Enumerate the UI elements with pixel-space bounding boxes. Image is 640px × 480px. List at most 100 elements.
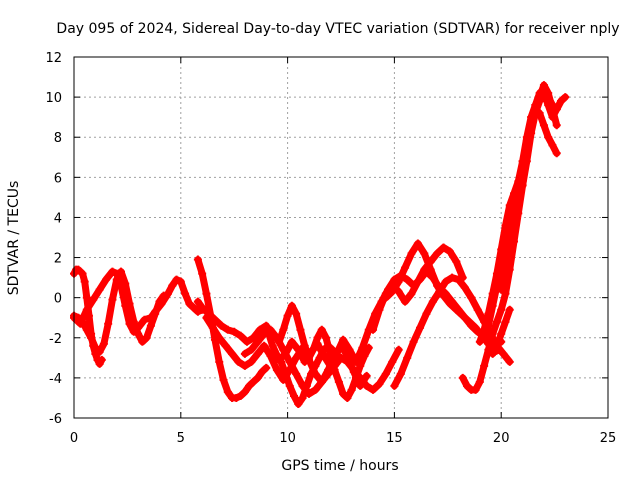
data-point	[420, 249, 429, 258]
data-point	[561, 93, 570, 102]
data-point	[360, 351, 369, 360]
data-point	[362, 381, 371, 390]
data-point	[492, 341, 501, 350]
y-tick-label: 8	[54, 131, 62, 146]
data-point	[78, 269, 87, 278]
data-point	[471, 385, 480, 394]
data-point	[266, 351, 275, 360]
data-point	[230, 327, 239, 336]
data-point	[471, 323, 480, 332]
data-point	[108, 295, 117, 304]
data-point	[97, 355, 106, 364]
data-point	[356, 361, 365, 370]
data-point	[337, 341, 345, 350]
data-point	[287, 337, 296, 346]
data-point	[422, 309, 431, 318]
data-point	[539, 81, 548, 90]
data-point	[396, 369, 405, 378]
data-point	[501, 317, 510, 326]
data-point	[394, 277, 403, 286]
data-point	[428, 297, 437, 306]
data-point	[287, 301, 296, 310]
data-point	[552, 121, 561, 130]
data-point	[240, 387, 249, 396]
data-point	[435, 287, 444, 296]
data-point	[108, 267, 117, 276]
data-point	[369, 385, 378, 394]
data-point	[189, 303, 198, 312]
data-point	[317, 325, 326, 334]
data-point	[322, 333, 331, 342]
data-point	[116, 267, 125, 276]
data-point	[285, 381, 294, 390]
data-point	[172, 275, 181, 284]
data-point	[307, 369, 316, 378]
series-line	[369, 244, 467, 334]
data-point	[249, 377, 258, 386]
data-point	[475, 337, 484, 346]
data-point	[294, 399, 303, 408]
data-point	[413, 239, 422, 248]
data-point	[134, 329, 143, 338]
data-point	[260, 341, 269, 350]
data-point	[394, 345, 403, 354]
data-point	[219, 375, 228, 384]
data-point	[138, 337, 147, 346]
data-point	[112, 275, 121, 284]
data-point	[285, 357, 294, 366]
data-point	[518, 181, 527, 190]
data-point	[292, 353, 301, 362]
data-point	[140, 315, 149, 324]
data-point	[452, 305, 461, 314]
data-point	[454, 275, 463, 284]
data-point	[337, 353, 345, 362]
data-point	[328, 345, 337, 354]
data-point	[146, 321, 155, 330]
data-point	[544, 133, 553, 142]
data-point	[193, 307, 202, 316]
y-tick-label: -6	[49, 412, 62, 427]
data-series	[70, 81, 570, 408]
data-point	[298, 393, 307, 402]
data-point	[505, 305, 514, 314]
data-point	[416, 323, 425, 332]
data-point	[433, 249, 442, 258]
data-point	[309, 345, 318, 354]
data-point	[362, 371, 371, 380]
data-point	[202, 289, 211, 298]
data-point	[311, 385, 320, 394]
series-track-9	[277, 341, 337, 408]
data-point	[557, 97, 566, 106]
data-point	[208, 323, 217, 332]
data-point	[82, 325, 91, 334]
data-point	[292, 369, 301, 378]
data-point	[260, 329, 269, 338]
data-point	[181, 289, 190, 298]
data-point	[510, 217, 519, 226]
data-point	[401, 263, 410, 272]
data-point	[458, 311, 467, 320]
data-point	[151, 309, 160, 318]
data-point	[240, 361, 249, 370]
data-point	[253, 349, 262, 358]
data-point	[497, 329, 506, 338]
data-point	[480, 325, 489, 334]
data-point	[245, 381, 254, 390]
data-point	[426, 265, 435, 274]
data-point	[375, 305, 384, 314]
data-point	[343, 357, 352, 366]
data-point	[439, 291, 448, 300]
data-point	[296, 325, 305, 334]
data-point	[522, 157, 531, 166]
data-point	[501, 261, 510, 270]
data-point	[315, 353, 324, 362]
data-point	[445, 299, 454, 308]
data-point	[499, 349, 508, 358]
data-point	[381, 293, 390, 302]
data-point	[445, 247, 454, 256]
data-point	[448, 273, 457, 282]
data-point	[403, 275, 412, 284]
grid-lines	[74, 57, 608, 418]
data-point	[539, 89, 548, 98]
